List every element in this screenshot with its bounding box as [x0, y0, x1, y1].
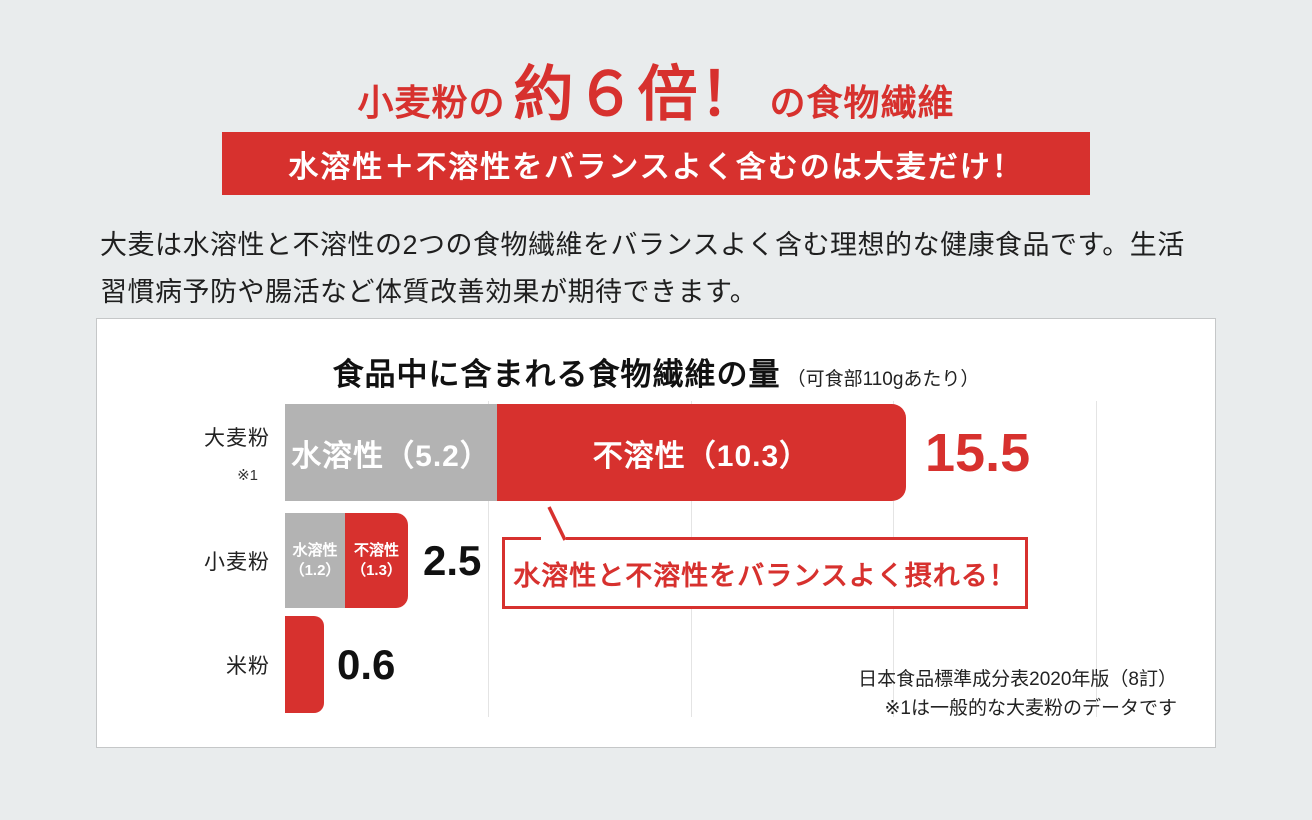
gridline-5: [488, 401, 489, 717]
bar-wheat-soluble: 水溶性 （1.2）: [285, 513, 345, 608]
bar-barley-insoluble: 不溶性（10.3）: [497, 404, 906, 501]
bar-barley-insoluble-label: 不溶性（10.3）: [592, 439, 811, 473]
bar-wheat-soluble-label: 水溶性 （1.2）: [289, 541, 341, 579]
gridline-20: [1096, 401, 1097, 717]
category-label-rice: 米粉: [97, 616, 272, 713]
total-wheat: 2.5: [423, 536, 482, 584]
callout-box: 水溶性と不溶性をバランスよく摂れる！: [502, 537, 1028, 609]
hero-title-prefix: 小麦粉の: [357, 82, 506, 123]
bar-wheat-insoluble: 不溶性 （1.3）: [345, 513, 408, 608]
bar-wheat-insoluble-label: 不溶性 （1.3）: [351, 541, 402, 579]
intro-paragraph: 大麦は水溶性と不溶性の2つの食物繊維をバランスよく含む理想的な健康食品です。生活…: [100, 230, 1185, 307]
total-rice: 0.6: [337, 640, 396, 688]
category-label-barley-note: ※1: [237, 466, 258, 484]
chart-title: 食品中に含まれる食物繊維の量: [332, 357, 781, 392]
banner-text: 水溶性＋不溶性をバランスよく含むのは大麦だけ！: [288, 150, 1024, 184]
category-label-wheat: 小麦粉: [97, 513, 272, 608]
hero-title-highlight: 約６倍！: [513, 61, 762, 128]
callout-text: 水溶性と不溶性をバランスよく摂れる！: [513, 560, 1017, 591]
bar-barley-soluble-label: 水溶性（5.2）: [291, 439, 491, 473]
category-label-barley: 大麦粉 ※1: [97, 404, 272, 501]
banner: 水溶性＋不溶性をバランスよく含むのは大麦だけ！: [222, 132, 1090, 195]
hero-title: 小麦粉の 約６倍！ の食物繊維: [0, 46, 1312, 133]
chart-title-row: 食品中に含まれる食物繊維の量 （可食部110gあたり）: [97, 349, 1215, 394]
source-note: 日本食品標準成分表2020年版（8訂） ※1は一般的な大麦粉のデータです: [858, 669, 1177, 719]
total-barley: 15.5: [925, 422, 1031, 483]
chart-card: 食品中に含まれる食物繊維の量 （可食部110gあたり） 大麦粉 ※1 水溶性（5.…: [96, 318, 1216, 748]
category-label-rice-text: 米粉: [226, 654, 270, 678]
chart-subtitle: （可食部110gあたり）: [786, 369, 980, 390]
category-label-barley-text: 大麦粉: [204, 426, 270, 450]
bar-barley-soluble: 水溶性（5.2）: [285, 404, 497, 501]
bar-rice-insoluble: [285, 616, 324, 713]
category-label-wheat-text: 小麦粉: [204, 550, 270, 574]
hero-title-suffix: の食物繊維: [769, 82, 955, 123]
